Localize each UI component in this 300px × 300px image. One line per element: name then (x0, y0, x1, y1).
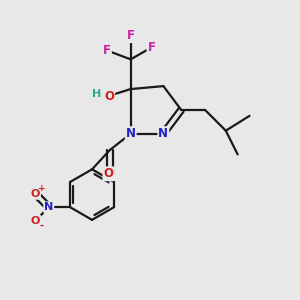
Text: O: O (103, 167, 113, 180)
Text: N: N (158, 127, 168, 140)
Text: F: F (103, 44, 111, 57)
Text: F: F (148, 41, 155, 54)
Text: N: N (126, 127, 136, 140)
Text: O: O (104, 90, 114, 103)
Text: N: N (44, 202, 53, 212)
Text: +: + (38, 184, 46, 193)
Text: O: O (31, 189, 40, 199)
Text: O: O (31, 216, 40, 226)
Text: F: F (127, 29, 135, 42)
Text: -: - (40, 221, 44, 231)
Text: H: H (92, 88, 101, 98)
